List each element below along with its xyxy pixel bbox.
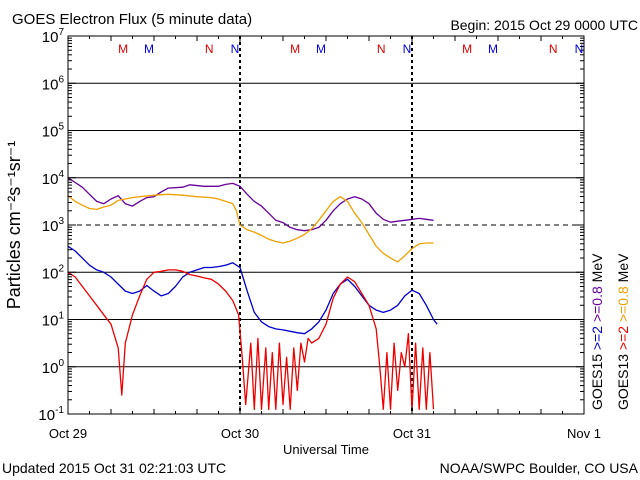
- mn-marker: N: [575, 42, 584, 56]
- series-line: [68, 193, 434, 263]
- series-line: [68, 177, 434, 232]
- x-tick-label: Nov 1: [567, 426, 601, 441]
- series-line: [68, 269, 435, 410]
- legend-right: GOES15 >=2 >=0.8 MeV GOES13 >=2 >=0.8 MeV: [589, 253, 631, 410]
- begin-date-label: Begin: 2015 Oct 29 0000 UTC: [450, 17, 638, 33]
- mn-marker: M: [290, 42, 300, 56]
- legend-text: GOES13 >=2 >=0.8 MeV: [615, 253, 631, 410]
- mn-marker: M: [118, 42, 128, 56]
- legend-entry: GOES13 >=2 >=0.8 MeV: [615, 253, 631, 410]
- y-tick-label: 101: [42, 311, 65, 330]
- x-tick-label: Oct 29: [49, 426, 87, 441]
- y-tick-label: 103: [42, 216, 65, 235]
- grid-lines: [68, 36, 584, 414]
- y-axis-label: Particles cm⁻²s⁻¹sr⁻¹: [4, 141, 24, 310]
- x-tick-labels: Oct 29 Oct 30 Oct 31 Nov 1: [49, 426, 601, 441]
- legend-entry: GOES15 >=2 >=0.8 MeV: [589, 253, 605, 410]
- x-axis-label: Universal Time: [283, 442, 369, 457]
- axis-ticks: [67, 36, 585, 415]
- mn-marker: N: [549, 42, 558, 56]
- y-tick-label: 107: [42, 27, 65, 46]
- updated-timestamp: Updated 2015 Oct 31 02:21:03 UTC: [2, 460, 226, 476]
- y-tick-label: 102: [42, 263, 65, 282]
- y-tick-label: 104: [42, 169, 65, 188]
- y-tick-label: 100: [42, 358, 65, 377]
- mn-marker: M: [316, 42, 326, 56]
- y-tick-label: 10-1: [38, 405, 64, 424]
- mn-marker: N: [231, 42, 240, 56]
- source-credit: NOAA/SWPC Boulder, CO USA: [440, 460, 639, 476]
- series-line: [68, 245, 438, 335]
- mn-marker: N: [377, 42, 386, 56]
- legend-text: GOES15 >=2 >=0.8 MeV: [589, 253, 605, 410]
- mn-marker: M: [144, 42, 154, 56]
- mn-marker: M: [462, 42, 472, 56]
- chart-title: GOES Electron Flux (5 minute data): [12, 11, 252, 28]
- x-tick-label: Oct 30: [221, 426, 259, 441]
- mn-marker: N: [205, 42, 214, 56]
- y-tick-label: 106: [42, 74, 65, 93]
- data-series: [68, 177, 438, 410]
- plot-frame: [67, 35, 585, 415]
- mn-marker: M: [488, 42, 498, 56]
- y-tick-labels: 107 106 105 104 103 102 101 100 10-1: [38, 27, 64, 424]
- x-tick-label: Oct 31: [393, 426, 431, 441]
- mn-marker: N: [403, 42, 412, 56]
- y-tick-label: 105: [42, 122, 65, 141]
